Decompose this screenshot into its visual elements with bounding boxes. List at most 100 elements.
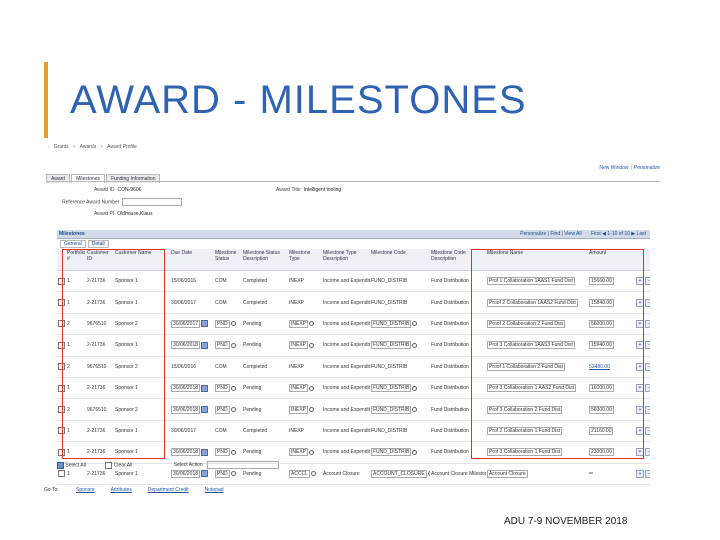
delete-row-icon[interactable]: − — [645, 448, 650, 457]
type-input[interactable]: INEXP — [289, 405, 309, 414]
lookup-icon[interactable] — [412, 449, 418, 455]
amount-input[interactable]: 15840.00 — [589, 298, 614, 307]
milestone-name-input[interactable]: Prof 3 Collaboration 1 Fund Dist — [487, 448, 563, 457]
clear-all-checkbox[interactable] — [105, 461, 113, 469]
delete-row-icon[interactable]: − — [645, 384, 650, 393]
lookup-icon[interactable] — [412, 321, 418, 327]
delete-row-icon[interactable]: − — [645, 341, 650, 350]
delete-row-icon[interactable]: − — [645, 426, 650, 435]
goto-sponsor-link[interactable]: Sponsor — [76, 487, 95, 493]
row-checkbox[interactable] — [58, 406, 65, 414]
select-all-link[interactable]: Select All — [65, 462, 86, 469]
select-action-dropdown[interactable] — [207, 461, 280, 469]
amount-input[interactable]: 15940.00 — [589, 341, 614, 350]
row-checkbox[interactable] — [58, 341, 65, 349]
milestone-name-input[interactable]: Prof 2 Collaboration 1 Fund Dist — [487, 426, 563, 435]
milestone-name-input[interactable]: Prof 3 Collaboration 1 AAS2 Fund Dist — [487, 384, 577, 393]
grid-find-link[interactable]: Find — [550, 231, 561, 237]
grid-last-link[interactable]: Last — [636, 231, 646, 237]
lookup-icon[interactable] — [412, 342, 418, 348]
tab-award[interactable]: Award — [46, 174, 71, 183]
delete-row-icon[interactable]: − — [645, 319, 650, 328]
amount-input[interactable]: 21160.00 — [589, 426, 614, 435]
calendar-icon[interactable] — [201, 448, 209, 456]
breadcrumb-back-icon[interactable]: ‹ — [48, 144, 50, 150]
row-checkbox[interactable] — [58, 299, 65, 307]
amount-input[interactable]: 16000.00 — [589, 384, 614, 393]
tab-funding-information[interactable]: Funding Information — [106, 174, 161, 183]
amount-input[interactable]: 23000.00 — [589, 448, 614, 457]
row-checkbox[interactable] — [58, 470, 65, 478]
goto-attributes-link[interactable]: Attributes — [110, 487, 132, 493]
goto-department-credit-link[interactable]: Department Credit — [147, 487, 189, 493]
add-row-icon[interactable]: + — [636, 469, 644, 478]
row-checkbox[interactable] — [58, 277, 65, 285]
breadcrumb-item[interactable]: Award Profile — [107, 144, 137, 150]
status-input[interactable]: PND — [215, 448, 230, 457]
lookup-icon[interactable] — [412, 407, 418, 413]
tab-milestones[interactable]: Milestones — [71, 174, 105, 183]
row-checkbox[interactable] — [58, 427, 65, 435]
lookup-icon[interactable] — [310, 471, 316, 477]
milestone-name-input[interactable]: Prof 3 Collaboration 2 Fund Dist — [487, 405, 563, 414]
amount-input[interactable]: 15660.00 — [589, 277, 614, 286]
calendar-icon[interactable] — [201, 406, 209, 414]
new-window-link[interactable]: New Window — [599, 165, 629, 171]
calendar-icon[interactable] — [201, 470, 209, 478]
lookup-icon[interactable] — [230, 385, 236, 391]
goto-notepad-link[interactable]: Notepad — [204, 487, 224, 493]
lookup-icon[interactable] — [230, 342, 236, 348]
due-date-input[interactable]: 30/06/2017 — [171, 319, 201, 328]
due-date-input[interactable]: 30/06/2018 — [171, 341, 201, 350]
subtab-detail[interactable]: Detail — [87, 240, 109, 248]
type-input[interactable]: ACCCL — [289, 469, 310, 478]
grid-view-all-link[interactable]: View All — [564, 231, 582, 237]
due-date-input[interactable]: 30/06/2018 — [171, 384, 201, 393]
lookup-icon[interactable] — [309, 342, 315, 348]
calendar-icon[interactable] — [201, 341, 209, 349]
lookup-icon[interactable] — [309, 449, 315, 455]
status-input[interactable]: PND — [215, 469, 230, 478]
amount-input[interactable]: 56000.00 — [589, 319, 614, 328]
ref-award-input[interactable] — [122, 198, 183, 206]
code-input[interactable]: FUND_DISTRIB — [371, 405, 412, 414]
clear-all-link[interactable]: Clear All — [113, 462, 133, 469]
milestone-name-input[interactable]: Prof 3 Collaboration 1AAS3 Fund Dist — [487, 341, 575, 350]
code-input[interactable]: FUND_DISTRIB — [371, 384, 412, 393]
delete-row-icon[interactable]: − — [645, 298, 650, 307]
grid-personalize-link[interactable]: Personalize — [520, 231, 547, 237]
delete-row-icon[interactable]: − — [645, 362, 650, 371]
amount-input[interactable] — [589, 472, 593, 475]
calendar-icon[interactable] — [201, 384, 209, 392]
code-input[interactable]: ACCOUNT_CLOSURE — [371, 469, 427, 478]
amount-input[interactable]: 56000.00 — [589, 405, 614, 414]
lookup-icon[interactable] — [230, 471, 236, 477]
subtab-general[interactable]: General — [60, 240, 86, 248]
delete-row-icon[interactable]: − — [645, 277, 650, 286]
lookup-icon[interactable] — [412, 385, 418, 391]
amount-link[interactable]: 52480.00 — [589, 363, 610, 370]
lookup-icon[interactable] — [427, 471, 430, 477]
row-checkbox[interactable] — [58, 384, 65, 392]
calendar-icon[interactable] — [201, 320, 209, 328]
due-date-input[interactable]: 30/06/2018 — [171, 448, 201, 457]
due-date-input[interactable]: 30/06/2018 — [171, 405, 201, 414]
breadcrumb-item[interactable]: Grants — [53, 144, 69, 150]
due-date-input[interactable]: 30/06/2018 — [171, 469, 201, 478]
delete-row-icon[interactable]: − — [645, 469, 650, 478]
code-input[interactable]: FUND_DISTRIB — [371, 448, 412, 457]
lookup-icon[interactable] — [230, 449, 236, 455]
milestone-name-input[interactable]: Proof 1 Collaboration 2 Fund Dist — [487, 362, 565, 371]
lookup-icon[interactable] — [309, 321, 315, 327]
row-checkbox[interactable] — [58, 363, 65, 371]
milestone-name-input[interactable]: Prof 1 Collaboration 1AAS1 Fund Dist — [487, 277, 575, 286]
status-input[interactable]: PND — [215, 405, 230, 414]
select-all-checkbox[interactable] — [57, 461, 64, 469]
milestone-name-input[interactable]: Account Closure — [487, 469, 528, 478]
breadcrumb-item[interactable]: Awards — [79, 144, 97, 150]
status-input[interactable]: PND — [215, 319, 230, 328]
milestone-name-input[interactable]: Proof 2 Collaboration 1AAS2 Fund Dist — [487, 298, 578, 307]
lookup-icon[interactable] — [309, 385, 315, 391]
type-input[interactable]: INEXP — [289, 341, 309, 350]
milestone-name-input[interactable]: Proof 2 Collaboration 2 Fund Dist — [487, 319, 565, 328]
